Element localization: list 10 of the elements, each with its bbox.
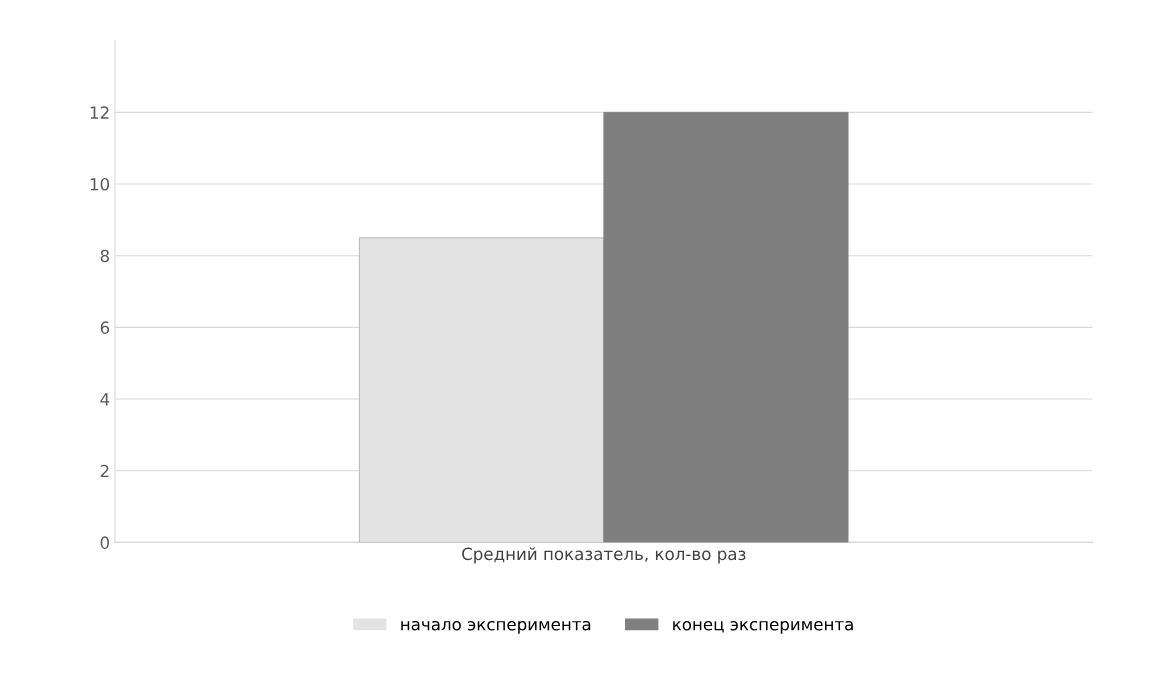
y-tick-label: 12	[90, 106, 109, 119]
y-tick-label: 2	[100, 464, 109, 478]
legend-label: начало эксперимента	[401, 620, 591, 634]
y-tick-label: 10	[90, 177, 110, 191]
y-tick-label: 4	[100, 393, 110, 406]
legend-label: конец эксперимента	[673, 620, 853, 634]
y-tick-label: 0	[100, 536, 110, 549]
x-tick-label: Средний показатель, кол-во раз	[462, 547, 746, 564]
y-tick-label: 8	[100, 249, 109, 263]
y-tick-label: 6	[100, 321, 110, 334]
